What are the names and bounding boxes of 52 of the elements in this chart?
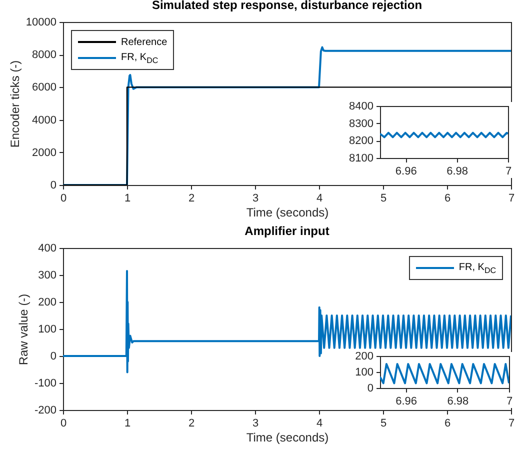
line-series (63, 46, 511, 185)
x-tick-label: 7 (508, 418, 515, 430)
y-axis-title: Raw value (-) (16, 294, 30, 366)
legend-label: Reference (121, 36, 168, 48)
chart-title: Simulated step response, disturbance rejection (152, 0, 422, 12)
y-tick-label: 10000 (26, 16, 56, 28)
x-tick-label: 4 (316, 192, 323, 204)
x-tick-label: 6 (444, 418, 451, 430)
y-tick-label: 0 (367, 382, 374, 394)
x-tick-label: 0 (60, 418, 67, 430)
y-tick-label: 2000 (32, 146, 56, 159)
chart-title: Amplifier input (244, 224, 330, 238)
x-tick-label: 2 (188, 192, 195, 204)
y-tick-label: -100 (34, 378, 56, 390)
y-tick-label: 200 (355, 350, 374, 362)
x-tick-label: 6.96 (395, 166, 417, 178)
y-tick-label: 8300 (349, 118, 374, 130)
y-tick-label: 400 (38, 242, 56, 254)
x-tick-label: 5 (380, 192, 387, 204)
x-axis-title: Time (seconds) (246, 430, 329, 444)
x-tick-label: 3 (252, 418, 259, 430)
y-tick-label: -200 (34, 404, 56, 416)
x-tick-label: 6.98 (446, 166, 468, 178)
x-tick-label: 1 (124, 192, 131, 204)
legend-label: FR, K$_{DC}$ (121, 52, 158, 64)
y-tick-label: 100 (38, 324, 56, 336)
legend-label: FR, K$_{DC}$ (458, 262, 496, 274)
x-tick-label: 2 (188, 418, 195, 430)
y-tick-label: 8100 (349, 152, 374, 164)
x-tick-label: 7 (506, 396, 513, 408)
y-tick-label: 4000 (32, 114, 56, 126)
y-tick-label: 8000 (32, 49, 56, 62)
x-tick-label: 7 (508, 192, 515, 204)
y-tick-label: 200 (38, 296, 56, 308)
x-tick-label: 1 (124, 418, 131, 430)
y-tick-label: 0 (50, 350, 56, 362)
y-axis-title: Encoder ticks (-) (8, 60, 22, 148)
x-tick-label: 0 (60, 192, 67, 204)
x-tick-label: 5 (380, 418, 387, 430)
y-tick-label: 100 (355, 366, 374, 378)
y-tick-label: 8400 (349, 100, 374, 112)
x-tick-label: 6 (444, 192, 451, 204)
x-tick-label: 4 (316, 418, 323, 430)
x-tick-label: 6.98 (447, 396, 469, 408)
x-tick-label: 6.96 (396, 396, 418, 408)
x-tick-label: 3 (252, 192, 259, 204)
x-axis-title: Time (seconds) (246, 206, 329, 220)
y-tick-label: 0 (50, 180, 56, 192)
y-tick-label: 300 (38, 270, 56, 282)
x-tick-label: 7 (505, 166, 512, 178)
y-tick-label: 6000 (32, 82, 56, 94)
y-tick-label: 8200 (349, 135, 374, 148)
